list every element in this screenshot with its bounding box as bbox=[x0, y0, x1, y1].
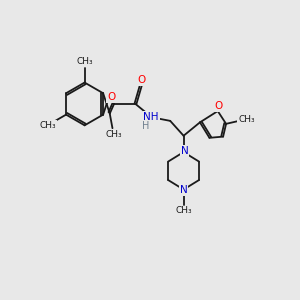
Text: CH₃: CH₃ bbox=[76, 57, 93, 66]
Text: H: H bbox=[142, 121, 149, 130]
Text: N: N bbox=[180, 185, 188, 195]
Text: NH: NH bbox=[143, 112, 159, 122]
Text: O: O bbox=[215, 101, 223, 111]
Text: CH₃: CH₃ bbox=[175, 206, 192, 215]
Text: CH₃: CH₃ bbox=[238, 115, 255, 124]
Text: CH₃: CH₃ bbox=[105, 130, 122, 139]
Text: CH₃: CH₃ bbox=[39, 121, 56, 130]
Text: O: O bbox=[137, 75, 146, 85]
Text: N: N bbox=[181, 146, 188, 156]
Text: O: O bbox=[107, 92, 116, 102]
